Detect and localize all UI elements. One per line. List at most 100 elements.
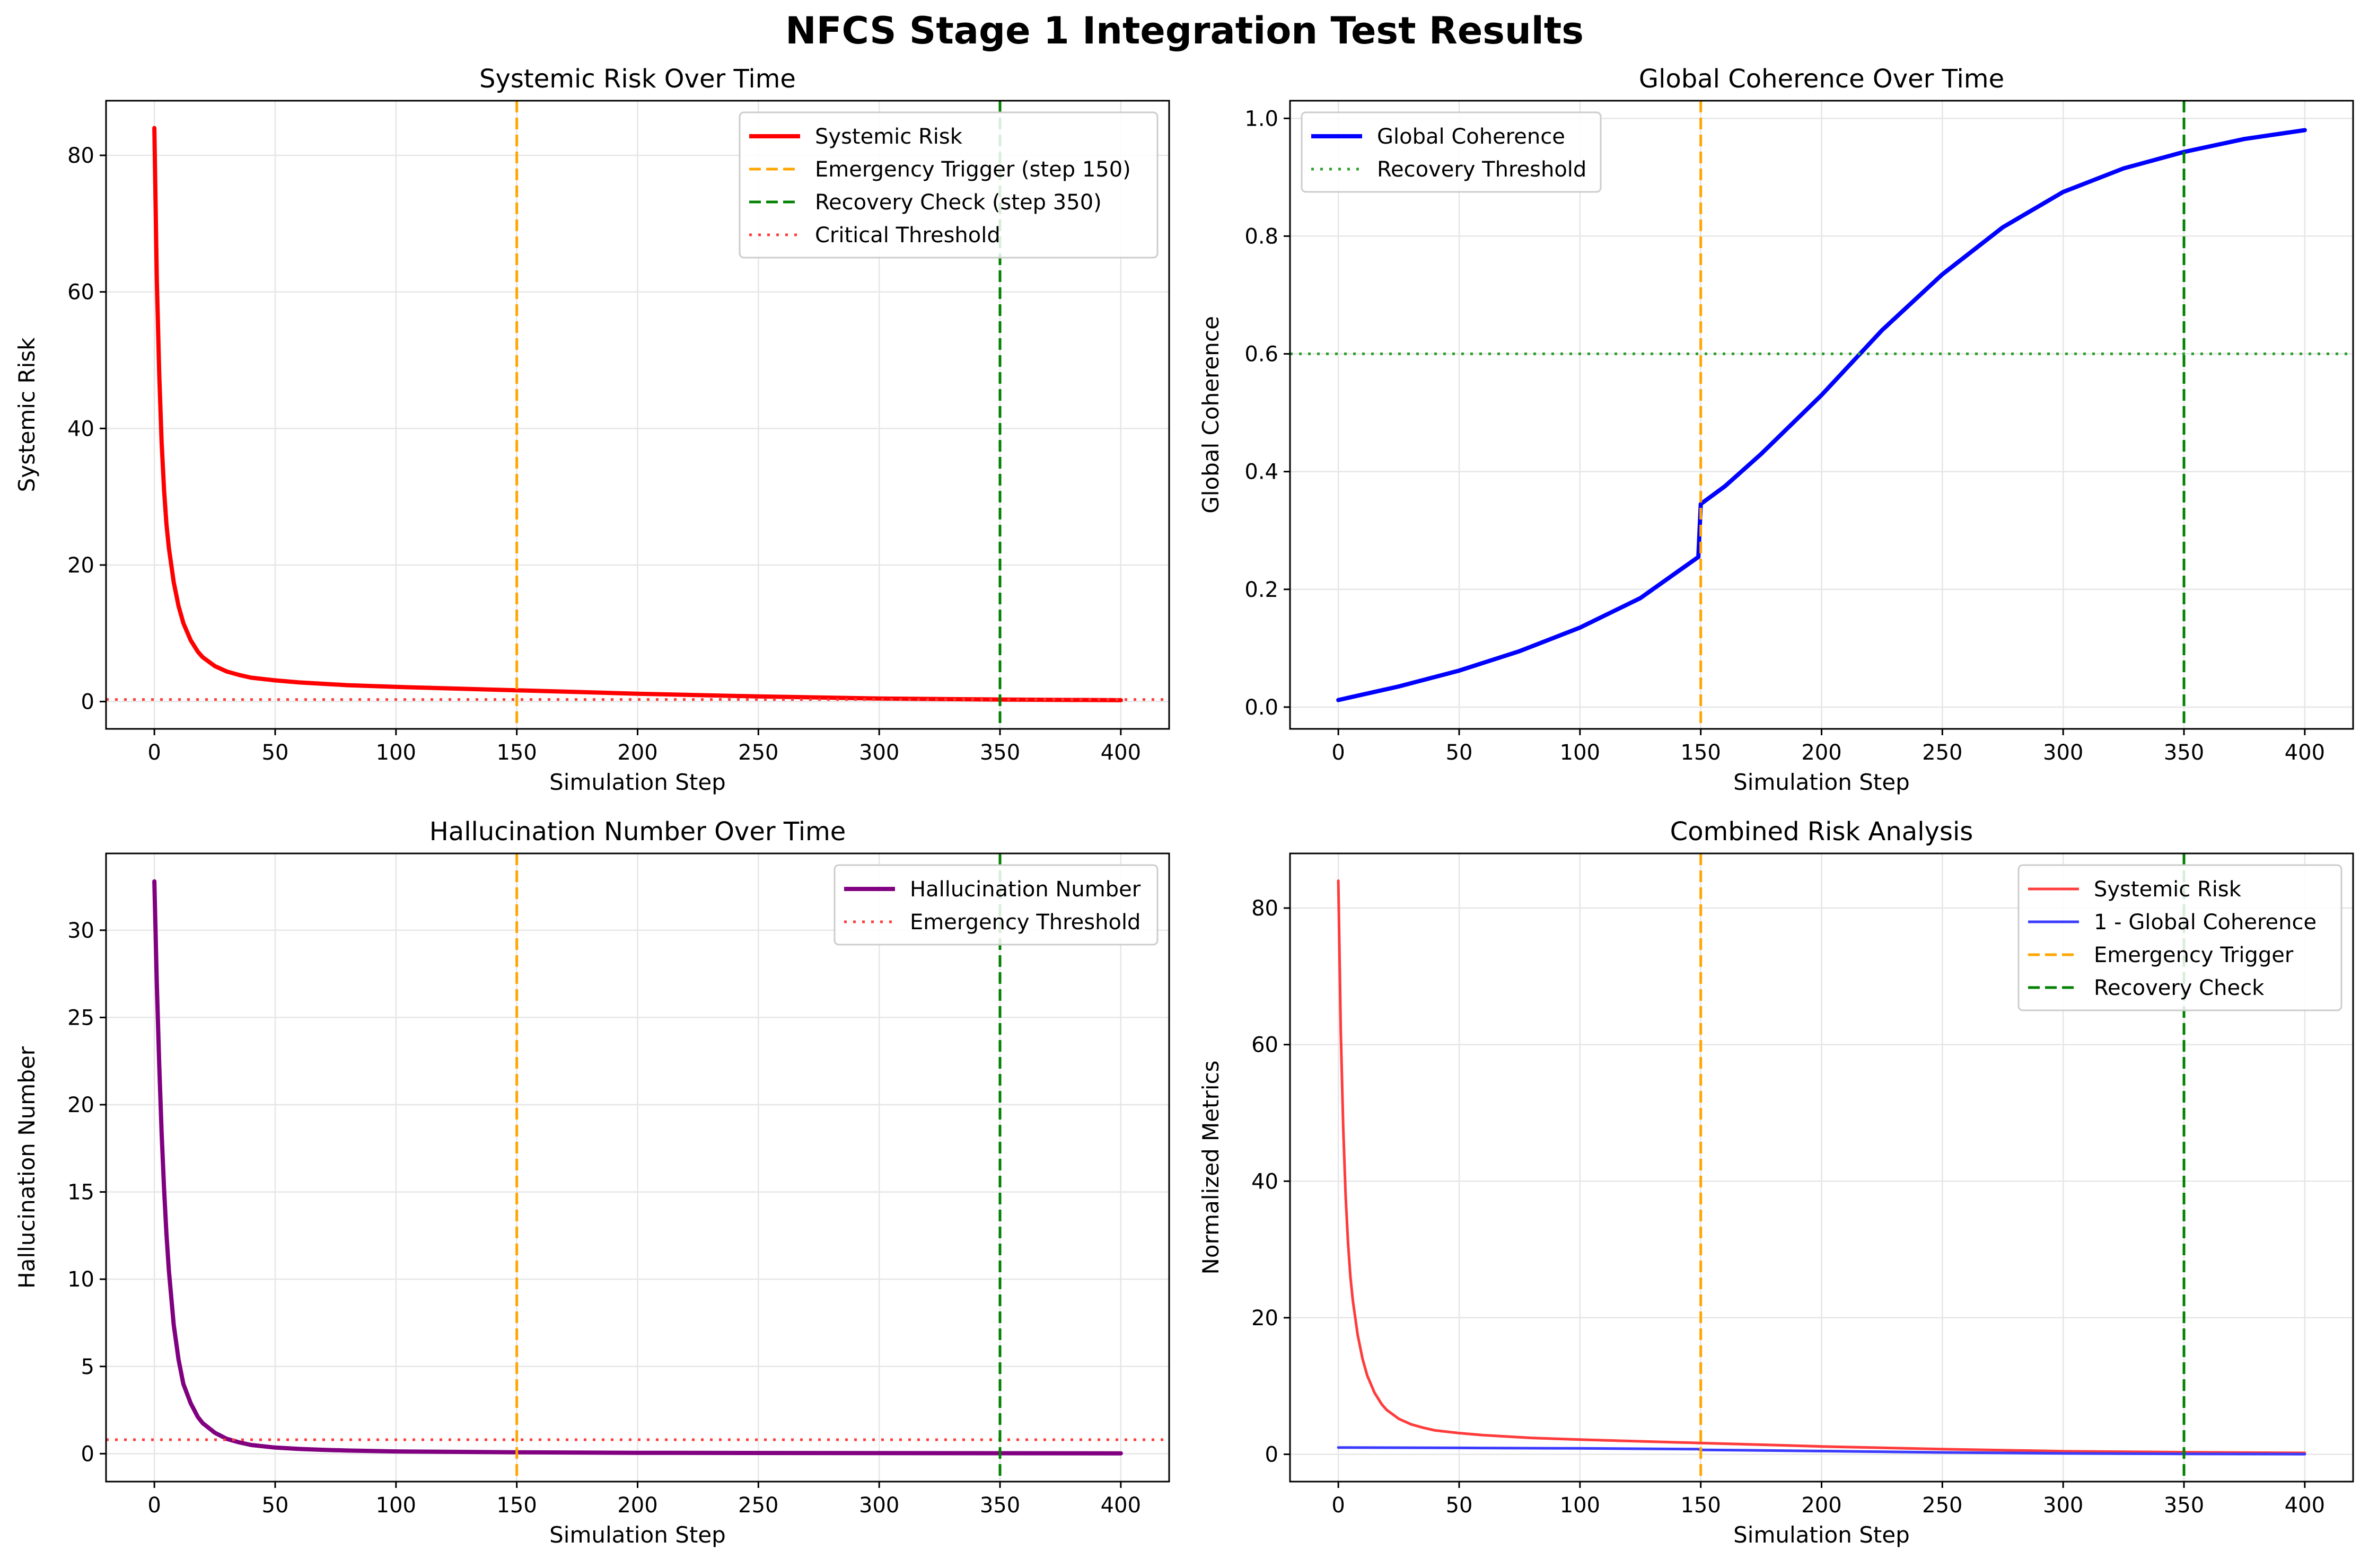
legend-label: 1 - Global Coherence <box>2094 910 2317 935</box>
legend-label: Recovery Check (step 350) <box>815 190 1102 215</box>
y-tick-label: 0.2 <box>1244 578 1278 602</box>
x-axis-label: Simulation Step <box>1733 1522 1910 1548</box>
x-tick-label: 100 <box>1560 1493 1600 1518</box>
y-axis-label: Global Coherence <box>1198 316 1224 514</box>
y-tick-label: 20 <box>1251 1306 1278 1331</box>
subplot-title: Systemic Risk Over Time <box>479 64 796 94</box>
x-tick-label: 100 <box>1560 741 1600 765</box>
legend-label: Systemic Risk <box>815 125 963 149</box>
legend-label: Emergency Threshold <box>910 910 1140 935</box>
legend-box <box>2017 864 2342 1011</box>
y-tick-label: 1.0 <box>1244 107 1278 131</box>
subplot-p3: 0 50 100 150 200 250 300 350 400 0 5 10 15 20 25 30 Hall… <box>14 817 1170 1548</box>
x-tick-label: 400 <box>2285 1493 2325 1518</box>
x-tick-label: 400 <box>2285 741 2325 765</box>
x-tick-label: 200 <box>1801 1493 1841 1518</box>
subplot-title: Hallucination Number Over Time <box>429 817 846 847</box>
x-tick-label: 0 <box>1331 741 1345 765</box>
x-tick-label: 200 <box>617 741 657 765</box>
x-tick-label: 350 <box>2164 1493 2204 1518</box>
legend-label: Emergency Trigger (step 150) <box>815 157 1131 182</box>
x-tick-label: 50 <box>1446 1493 1473 1518</box>
y-tick-label: 0.4 <box>1244 460 1278 485</box>
subplot-p2: 0 50 100 150 200 250 300 350 400 0.0 0.2 0.4 0.6 0.8 1… <box>1198 64 2354 795</box>
x-tick-label: 0 <box>147 1493 161 1518</box>
plot-area <box>1290 101 2353 729</box>
x-axis-label: Simulation Step <box>1733 769 1910 795</box>
x-tick-label: 300 <box>2043 1493 2083 1518</box>
x-tick-label: 50 <box>1446 741 1473 765</box>
legend: Systemic Risk Emergency Trigger (step 150… <box>739 111 1159 259</box>
y-axis-label: Systemic Risk <box>14 337 40 492</box>
series-line-1-global-coherence <box>1337 1446 2306 1456</box>
y-tick-label: 0.0 <box>1244 695 1278 720</box>
x-axis-label: Simulation Step <box>549 769 726 795</box>
x-tick-label: 300 <box>859 1493 899 1518</box>
legend-box <box>1301 111 1602 193</box>
x-tick-label: 400 <box>1101 741 1141 765</box>
series-line-hallucination-number <box>152 879 1123 1456</box>
y-tick-label: 25 <box>67 1006 94 1030</box>
legend: Hallucination Number Emergency Threshold <box>833 864 1159 946</box>
legend-label: Hallucination Number <box>910 877 1141 902</box>
legend-label: Emergency Trigger <box>2094 943 2294 967</box>
legend: Global Coherence Recovery Threshold <box>1301 111 1602 193</box>
x-tick-label: 150 <box>496 1493 537 1518</box>
subplot-p4: 0 50 100 150 200 250 300 350 400 0 20 40 60 80 Combine… <box>1198 817 2354 1548</box>
y-tick-label: 10 <box>67 1267 94 1292</box>
x-tick-label: 250 <box>738 1493 778 1518</box>
y-tick-label: 30 <box>67 919 94 943</box>
x-tick-label: 150 <box>496 741 537 765</box>
y-tick-label: 20 <box>67 1093 94 1117</box>
y-tick-label: 15 <box>67 1181 94 1205</box>
x-tick-label: 350 <box>2164 741 2204 765</box>
plot-area <box>106 853 1169 1482</box>
x-tick-label: 50 <box>262 1493 289 1518</box>
y-tick-label: 0 <box>1265 1442 1278 1467</box>
y-tick-label: 5 <box>81 1355 94 1379</box>
x-tick-label: 0 <box>1331 1493 1345 1518</box>
legend-box <box>833 864 1159 946</box>
x-tick-label: 200 <box>1801 741 1841 765</box>
series-line-systemic-risk <box>1337 879 2306 1455</box>
x-tick-label: 300 <box>859 741 899 765</box>
y-tick-label: 60 <box>67 280 94 305</box>
x-tick-label: 300 <box>2043 741 2083 765</box>
x-tick-label: 100 <box>376 1493 416 1518</box>
y-axis-label: Hallucination Number <box>14 1046 40 1289</box>
x-tick-label: 200 <box>617 1493 657 1518</box>
series-line-systemic-risk <box>152 126 1123 702</box>
x-tick-label: 250 <box>738 741 778 765</box>
x-tick-label: 150 <box>1680 1493 1721 1518</box>
x-tick-label: 100 <box>376 741 416 765</box>
x-tick-label: 350 <box>980 741 1020 765</box>
series-line-global-coherence <box>1336 128 2307 702</box>
y-tick-label: 0.8 <box>1244 224 1278 249</box>
x-tick-label: 250 <box>1922 1493 1962 1518</box>
subplot-p1: 0 50 100 150 200 250 300 350 400 0 20 40 60 80 Systemi… <box>14 64 1170 795</box>
x-tick-label: 150 <box>1680 741 1721 765</box>
x-axis-label: Simulation Step <box>549 1522 726 1548</box>
x-tick-label: 0 <box>147 741 161 765</box>
y-tick-label: 80 <box>67 144 94 168</box>
x-tick-label: 350 <box>980 1493 1020 1518</box>
x-tick-label: 50 <box>262 741 289 765</box>
x-tick-label: 250 <box>1922 741 1962 765</box>
subplot-title: Combined Risk Analysis <box>1670 817 1973 847</box>
y-tick-label: 40 <box>1251 1169 1278 1194</box>
legend-label: Recovery Threshold <box>1377 157 1586 182</box>
subplot-title: Global Coherence Over Time <box>1639 64 2004 94</box>
y-tick-label: 0.6 <box>1244 342 1278 367</box>
y-axis-label: Normalized Metrics <box>1198 1061 1224 1275</box>
x-tick-label: 400 <box>1101 1493 1141 1518</box>
figure-title: NFCS Stage 1 Integration Test Results <box>785 9 1584 52</box>
y-tick-label: 80 <box>1251 896 1278 921</box>
y-tick-label: 40 <box>67 417 94 441</box>
y-tick-label: 0 <box>81 690 94 714</box>
legend-label: Global Coherence <box>1377 125 1565 149</box>
legend: Systemic Risk 1 - Global Coherence Emergen… <box>2017 864 2342 1011</box>
legend-box <box>739 111 1159 259</box>
y-tick-label: 60 <box>1251 1033 1278 1058</box>
